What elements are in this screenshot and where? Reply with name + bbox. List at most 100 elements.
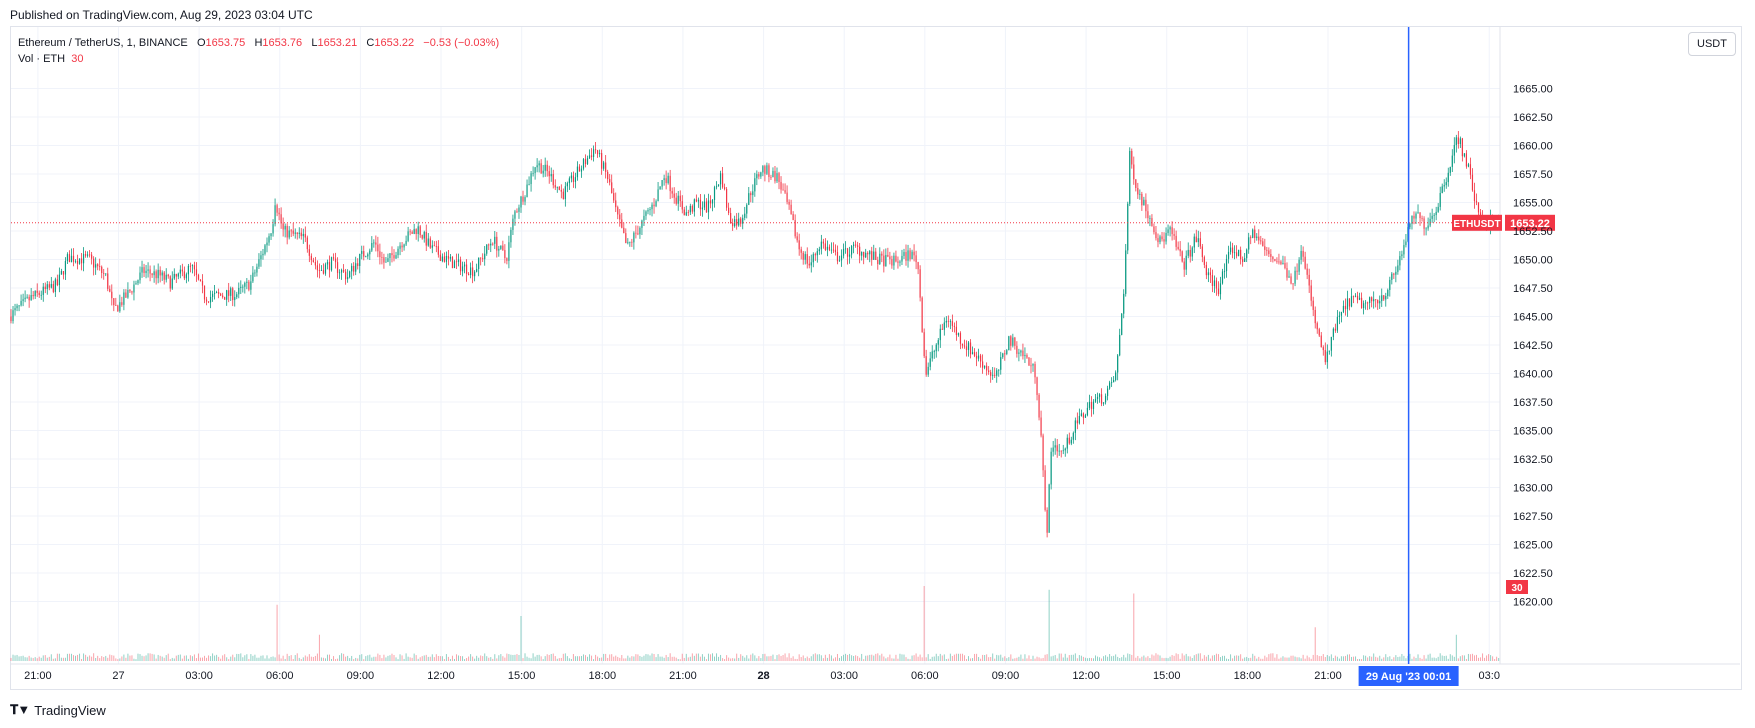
volume-bar: [730, 658, 732, 661]
volume-bar: [1290, 655, 1292, 661]
candle-body: [663, 178, 665, 180]
candle-body: [99, 266, 101, 268]
candle-body: [500, 245, 502, 249]
volume-bar: [72, 655, 74, 661]
candle-body: [1125, 250, 1127, 294]
candle-body: [1268, 250, 1270, 255]
candle-body: [1123, 293, 1125, 314]
volume-bar: [1240, 654, 1242, 661]
candle-body: [1439, 192, 1441, 207]
volume-bar: [1258, 656, 1260, 661]
candle-body: [232, 288, 234, 301]
candle-body: [703, 201, 706, 208]
volume-bar: [139, 654, 141, 661]
volume-bar: [306, 656, 308, 661]
volume-bar: [748, 658, 750, 661]
volume-bar: [1302, 654, 1304, 661]
volume-bar: [1032, 655, 1034, 661]
candle-body: [105, 273, 107, 275]
candle-body: [1155, 232, 1157, 239]
candle-body: [1346, 298, 1349, 310]
candle-body: [147, 269, 149, 271]
legend-low: 1653.21: [317, 37, 358, 49]
chart-frame[interactable]: [10, 26, 1742, 690]
candle-body: [76, 260, 79, 264]
volume-bar: [1183, 655, 1185, 661]
candle-body: [191, 265, 194, 267]
candle-body: [343, 269, 345, 272]
volume-bar: [655, 657, 657, 661]
candle-body: [603, 162, 605, 169]
volume-bar: [1044, 654, 1046, 661]
volume-bar: [1292, 655, 1294, 661]
volume-bar: [782, 654, 784, 661]
currency-button[interactable]: USDT: [1688, 32, 1736, 56]
footer-brand[interactable]: 𝐓▼ TradingView: [10, 702, 106, 718]
candle-body: [1336, 316, 1338, 331]
candle-body: [907, 250, 909, 261]
candle-body: [865, 252, 867, 258]
volume-bar: [1391, 659, 1393, 661]
candle-body: [490, 243, 492, 246]
volume-bar: [1439, 653, 1441, 661]
volume-bar: [1463, 655, 1465, 661]
volume-bar: [425, 654, 427, 661]
candle-body: [631, 241, 633, 243]
candle-body: [887, 254, 889, 257]
candle-body: [730, 213, 732, 224]
volume-bar: [1064, 653, 1066, 661]
candle-body: [905, 252, 907, 261]
volume-bar: [310, 656, 312, 661]
candle-body: [1369, 297, 1371, 303]
volume-bar: [1042, 657, 1044, 661]
candle-body: [1236, 252, 1238, 257]
volume-bar: [248, 659, 250, 661]
candle-body: [1092, 401, 1095, 409]
volume-bar: [87, 656, 89, 661]
volume-bar: [1224, 655, 1226, 661]
volume-bar: [883, 656, 885, 661]
candle-body: [250, 281, 252, 290]
candle-body: [1221, 271, 1224, 284]
candle-body: [1096, 396, 1099, 400]
candle-body: [1203, 257, 1205, 265]
candle-body: [673, 193, 675, 198]
volume-bar: [91, 656, 93, 661]
candle-body: [157, 269, 159, 279]
candle-body: [1014, 337, 1016, 346]
volume-bar: [826, 657, 828, 661]
candle-body: [969, 342, 972, 355]
candle-body: [945, 320, 947, 323]
volume-bar: [1268, 654, 1270, 661]
volume-bar: [1330, 654, 1332, 661]
volume-bar: [520, 616, 522, 661]
volume-bar: [210, 656, 212, 661]
candle-body: [766, 165, 768, 174]
volume-bar: [937, 656, 939, 661]
candle-body: [209, 296, 212, 303]
candle-body: [770, 176, 772, 178]
candle-body: [1403, 245, 1405, 255]
candle-body: [1034, 364, 1036, 378]
volume-bar: [18, 656, 20, 661]
volume-bar: [191, 656, 193, 661]
candle-body: [1473, 190, 1476, 202]
candle-body: [506, 258, 508, 261]
candle-body: [881, 253, 883, 256]
volume-bar: [1084, 657, 1086, 661]
volume-bar: [1363, 655, 1365, 661]
volume-bar: [885, 658, 887, 661]
volume-bar: [832, 658, 834, 661]
candle-body: [990, 372, 992, 376]
volume-bar: [653, 654, 655, 661]
volume-bar: [62, 657, 64, 661]
candle-body: [254, 272, 256, 274]
volume-bar: [395, 657, 397, 661]
volume-bar: [990, 656, 992, 661]
candle-body: [141, 267, 143, 273]
candle-body: [1377, 299, 1379, 304]
candle-body: [1425, 228, 1427, 230]
candle-body: [371, 242, 373, 251]
volume-bar: [716, 653, 718, 661]
